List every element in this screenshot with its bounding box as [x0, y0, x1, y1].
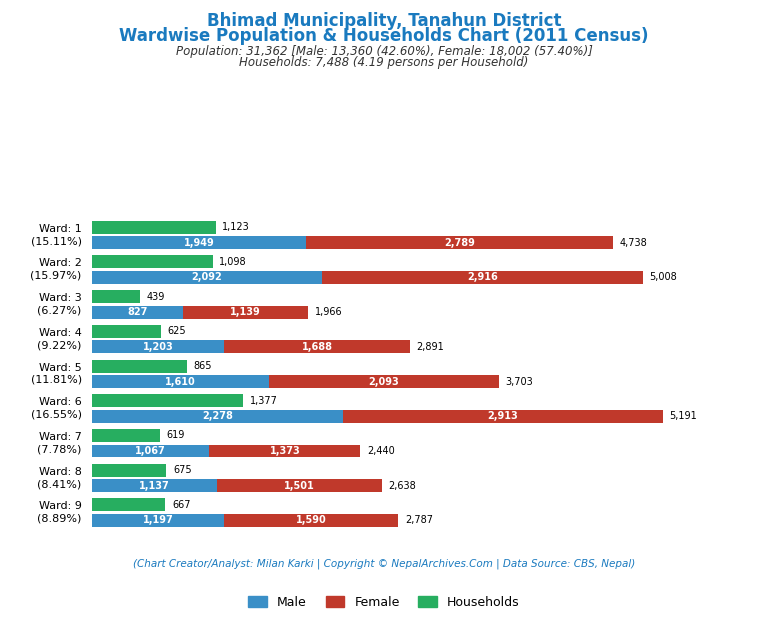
Text: 2,916: 2,916 [467, 272, 498, 282]
Text: 2,093: 2,093 [369, 376, 399, 387]
Bar [306, 236, 613, 249]
Text: 2,092: 2,092 [192, 272, 223, 282]
Text: 619: 619 [167, 430, 185, 440]
Bar [92, 410, 343, 423]
Text: 439: 439 [147, 292, 165, 302]
Text: 1,377: 1,377 [250, 396, 278, 406]
Bar [92, 479, 217, 492]
Text: Households: 7,488 (4.19 persons per Household): Households: 7,488 (4.19 persons per Hous… [240, 56, 528, 69]
Bar [92, 290, 141, 303]
Bar [92, 514, 223, 527]
Text: 1,610: 1,610 [165, 376, 196, 387]
Bar [183, 306, 308, 318]
Text: Population: 31,362 [Male: 13,360 (42.60%), Female: 18,002 (57.40%)]: Population: 31,362 [Male: 13,360 (42.60%… [176, 45, 592, 58]
Bar [92, 464, 167, 477]
Bar [92, 255, 213, 269]
Text: 625: 625 [167, 326, 186, 336]
Text: 5,008: 5,008 [649, 272, 677, 282]
Bar [343, 410, 663, 423]
Text: 2,787: 2,787 [405, 515, 433, 525]
Text: 1,137: 1,137 [139, 481, 170, 491]
Bar [92, 498, 165, 511]
Bar [92, 445, 210, 457]
Text: 1,123: 1,123 [222, 222, 250, 232]
Text: Bhimad Municipality, Tanahun District: Bhimad Municipality, Tanahun District [207, 12, 561, 31]
Bar [223, 514, 399, 527]
Bar [92, 271, 322, 284]
Bar [92, 375, 269, 388]
Text: 1,949: 1,949 [184, 238, 214, 248]
Bar [217, 479, 382, 492]
Text: 1,067: 1,067 [135, 446, 166, 456]
Text: 1,373: 1,373 [270, 446, 300, 456]
Legend: Male, Female, Households: Male, Female, Households [243, 591, 525, 614]
Text: 4,738: 4,738 [620, 238, 647, 248]
Bar [322, 271, 643, 284]
Text: 1,098: 1,098 [220, 257, 247, 267]
Text: 827: 827 [127, 307, 147, 317]
Text: (Chart Creator/Analyst: Milan Karki | Copyright © NepalArchives.Com | Data Sourc: (Chart Creator/Analyst: Milan Karki | Co… [133, 559, 635, 569]
Text: 865: 865 [194, 361, 212, 371]
Text: 5,191: 5,191 [669, 411, 697, 421]
Text: 2,638: 2,638 [389, 481, 416, 491]
Text: 2,789: 2,789 [444, 238, 475, 248]
Bar [92, 221, 216, 234]
Text: 1,501: 1,501 [284, 481, 315, 491]
Text: 2,440: 2,440 [367, 446, 395, 456]
Text: 1,139: 1,139 [230, 307, 261, 317]
Text: 1,197: 1,197 [143, 515, 174, 525]
Text: Wardwise Population & Households Chart (2011 Census): Wardwise Population & Households Chart (… [119, 27, 649, 45]
Text: 1,203: 1,203 [143, 342, 174, 352]
Bar [92, 394, 243, 407]
Bar [92, 359, 187, 373]
Bar [92, 340, 224, 353]
Text: 667: 667 [172, 500, 190, 510]
Text: 1,590: 1,590 [296, 515, 326, 525]
Bar [269, 375, 499, 388]
Bar [92, 325, 161, 338]
Bar [210, 445, 360, 457]
Bar [92, 306, 183, 318]
Text: 675: 675 [173, 465, 191, 475]
Text: 2,278: 2,278 [202, 411, 233, 421]
Text: 1,688: 1,688 [302, 342, 333, 352]
Text: 1,966: 1,966 [315, 307, 343, 317]
Bar [224, 340, 410, 353]
Text: 2,913: 2,913 [487, 411, 518, 421]
Text: 2,891: 2,891 [416, 342, 444, 352]
Bar [92, 236, 306, 249]
Bar [92, 429, 161, 442]
Text: 3,703: 3,703 [505, 376, 534, 387]
